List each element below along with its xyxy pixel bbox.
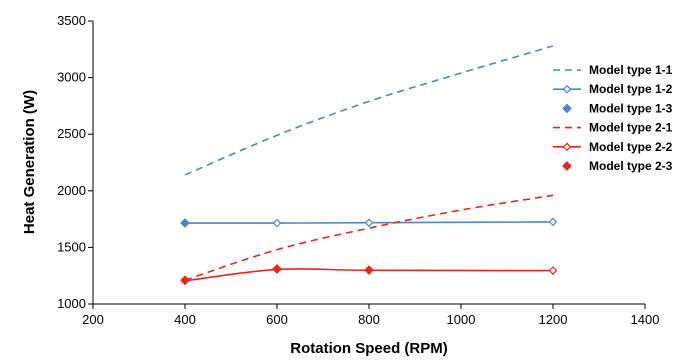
data-point [180, 218, 190, 228]
data-point [180, 275, 190, 286]
data-point [364, 265, 374, 275]
legend-label: Model type 2-3 [589, 159, 673, 173]
legend-item: Model type 2-3 [562, 159, 673, 173]
legend-label: Model type 2-2 [589, 140, 673, 154]
legend-marker [562, 103, 572, 114]
legend-marker [562, 161, 572, 171]
data-point [272, 218, 282, 228]
y-tick-label: 1500 [57, 239, 86, 254]
y-tick-label: 2500 [57, 126, 86, 141]
x-tick-label: 800 [358, 312, 380, 327]
x-tick-label: 1000 [447, 312, 476, 327]
axes: 1000 1500 2000 2500 3000 3500 200 400 600 800 1000… [57, 13, 659, 327]
legend-item: Model type 1-2 [553, 82, 673, 96]
series-line [184, 221, 554, 224]
data-point [548, 217, 558, 227]
series-2 [180, 217, 558, 228]
series-line [184, 268, 554, 282]
data-point [364, 218, 374, 228]
y-tick-label: 2000 [57, 183, 86, 198]
legend-label: Model type 1-3 [589, 101, 673, 115]
y-tick-label: 3000 [57, 70, 86, 85]
legend-item: Model type 2-1 [553, 121, 673, 135]
data-point [272, 264, 282, 274]
legend-label: Model type 1-2 [589, 82, 673, 96]
series-line [184, 194, 554, 281]
x-tick-label: 1200 [539, 312, 568, 327]
legend-item: Model type 1-1 [553, 63, 673, 77]
legend-label: Model type 1-1 [589, 63, 673, 77]
series-3 [180, 218, 190, 228]
legend-item: Model type 2-2 [553, 140, 673, 154]
legend: Model type 1-1 Model type 1-2 Model type 1… [553, 63, 673, 173]
y-tick-label: 3500 [57, 13, 86, 28]
y-axis-title: Heat Generation (W) [21, 90, 38, 234]
x-tick-label: 200 [82, 312, 104, 327]
y-tick-label: 1000 [57, 296, 86, 311]
x-tick-label: 600 [266, 312, 288, 327]
x-axis-title: Rotation Speed (RPM) [290, 340, 448, 357]
x-tick-label: 400 [174, 312, 196, 327]
series-1 [184, 45, 554, 176]
legend-marker [562, 84, 572, 94]
series-line [184, 45, 554, 176]
legend-label: Model type 2-1 [589, 121, 673, 135]
series-6 [180, 264, 374, 286]
series-layer [180, 45, 558, 286]
series-4 [184, 194, 554, 281]
legend-item: Model type 1-3 [562, 101, 673, 115]
data-point [548, 266, 558, 275]
legend-marker [562, 142, 572, 152]
x-tick-label: 1400 [631, 312, 660, 327]
